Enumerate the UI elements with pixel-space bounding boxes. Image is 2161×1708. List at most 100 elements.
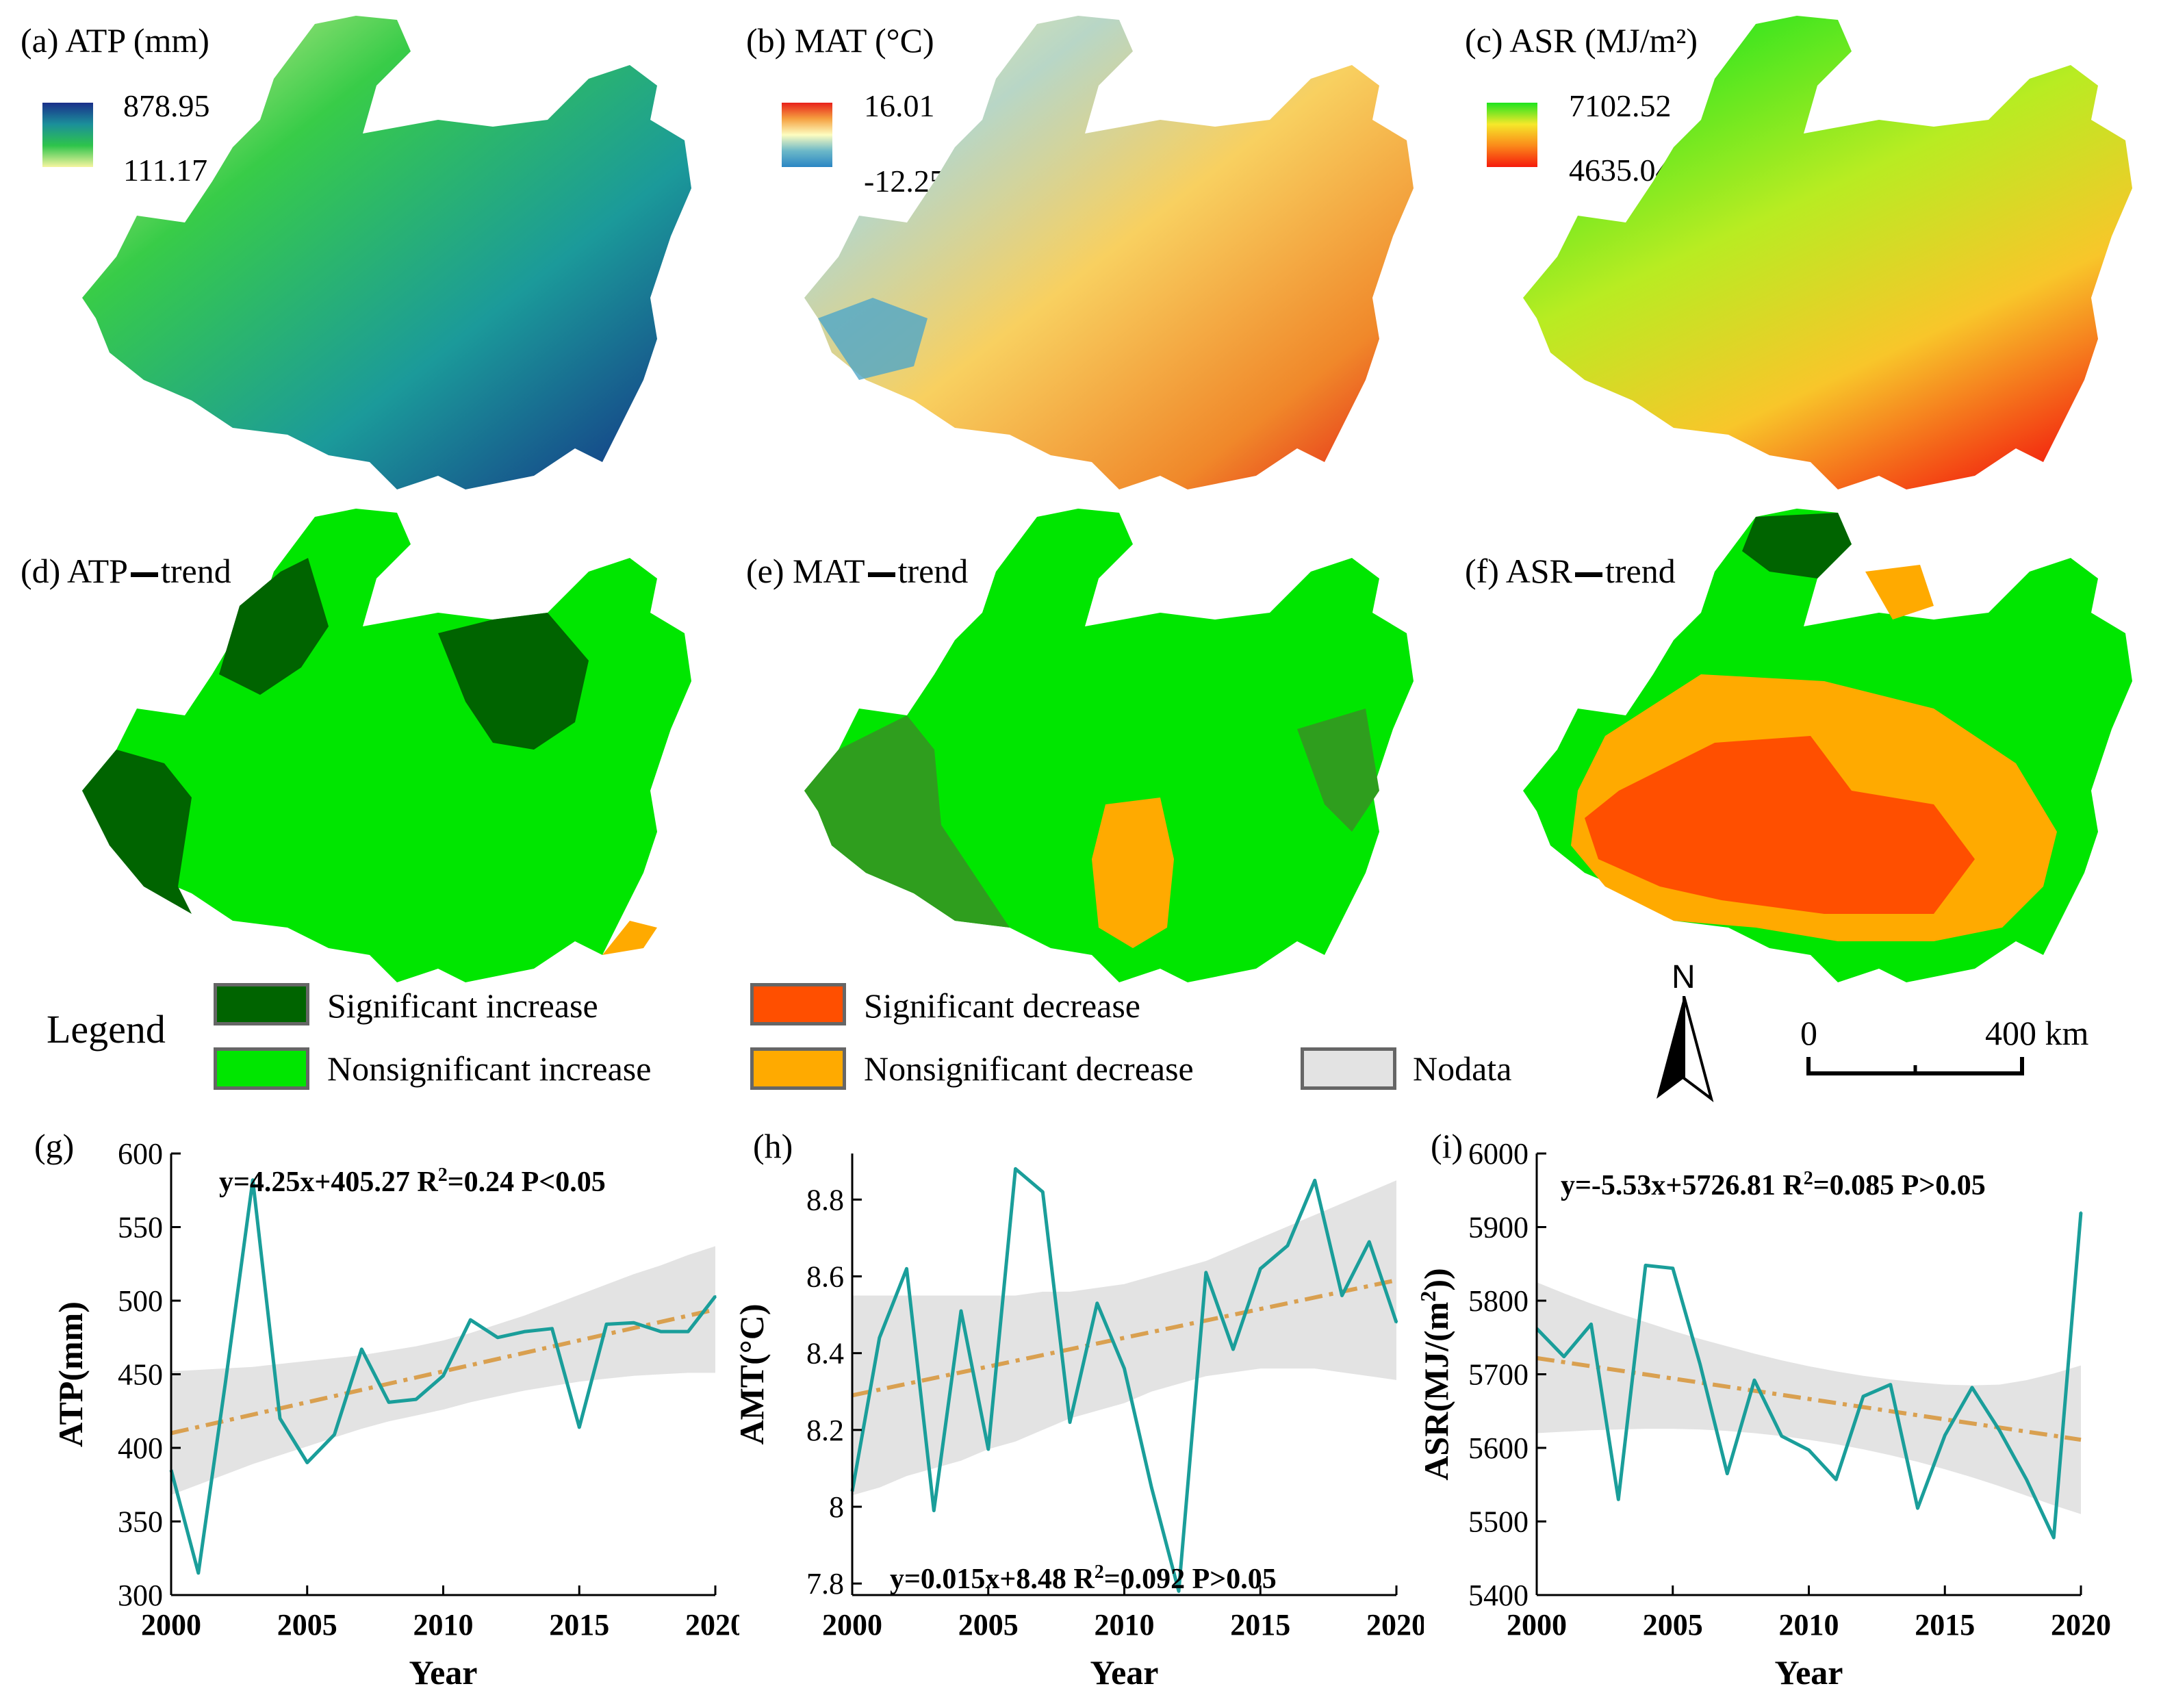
data-point xyxy=(1096,1302,1099,1305)
data-point xyxy=(306,1462,309,1464)
y-tick-label: 300 xyxy=(118,1579,163,1612)
y-tick-label: 550 xyxy=(118,1211,163,1245)
regression-equation: y=-5.53x+5726.81 R2=0.085 P>0.05 xyxy=(1561,1168,1986,1202)
y-tick-label: 7.8 xyxy=(806,1567,844,1601)
x-tick-label: 2010 xyxy=(413,1608,474,1642)
data-point xyxy=(2080,1211,2082,1214)
regression-equation: y=0.015x+8.48 R2=0.092 P>0.05 xyxy=(890,1562,1277,1596)
x-tick-label: 2005 xyxy=(277,1608,337,1642)
x-tick-label: 2000 xyxy=(822,1608,882,1642)
y-tick-label: 6000 xyxy=(1468,1137,1529,1171)
data-point xyxy=(360,1348,363,1351)
data-point xyxy=(1644,1264,1647,1266)
data-point xyxy=(1753,1379,1756,1381)
regression-r2-superscript: 2 xyxy=(1095,1562,1104,1583)
legend-swatch-significant-increase xyxy=(214,983,309,1025)
y-tick-label: 450 xyxy=(118,1358,163,1392)
map-a-title: (a) ATP (mm) xyxy=(21,21,209,60)
scalebar: 0 400 km xyxy=(1793,1013,2122,1075)
data-point xyxy=(1808,1449,1810,1451)
data-point xyxy=(496,1336,499,1339)
north-arrow: N xyxy=(1657,958,1725,1103)
data-point xyxy=(1232,1348,1234,1351)
y-tick-label: 5400 xyxy=(1468,1579,1529,1612)
map-d-name: (d) ATP xyxy=(21,552,128,590)
data-point xyxy=(2025,1478,2028,1481)
x-axis-label: Year xyxy=(1775,1653,1843,1692)
legend-title: Legend xyxy=(47,1007,166,1051)
colorbar-a-max: 878.95 xyxy=(123,88,210,123)
data-point xyxy=(197,1572,200,1575)
legend-label-significant-increase: Significant increase xyxy=(327,986,598,1025)
map-e-name: (e) MAT xyxy=(746,552,865,590)
trend-fit-line xyxy=(1536,1355,2082,1442)
data-point xyxy=(714,1295,717,1298)
map-d-title: (d) ATP trend xyxy=(21,551,231,591)
data-point xyxy=(1205,1271,1207,1274)
y-tick-label: 8.2 xyxy=(806,1414,844,1447)
map-f-name: (f) ASR xyxy=(1465,552,1572,590)
regression-stats: =0.085 P>0.05 xyxy=(1813,1170,1986,1201)
map-e-mat-trend xyxy=(804,509,1414,982)
legend-swatch-nodata xyxy=(1301,1047,1396,1090)
regression-stats: =0.24 P<0.05 xyxy=(448,1167,606,1198)
legend-swatch-nonsignificant-decrease xyxy=(750,1047,846,1090)
x-tick-label: 2020 xyxy=(685,1608,739,1642)
chart-h-label: (h) xyxy=(753,1127,793,1165)
trend-dash xyxy=(867,572,895,578)
data-point xyxy=(906,1267,908,1270)
data-point xyxy=(1041,1190,1044,1193)
regression-stats: =0.092 P>0.05 xyxy=(1104,1564,1277,1595)
data-point xyxy=(1368,1240,1370,1243)
y-axis-label-superscript: 2 xyxy=(1416,1291,1440,1302)
x-tick-label: 2010 xyxy=(1779,1608,1839,1642)
data-point xyxy=(1998,1429,2001,1431)
data-point xyxy=(1617,1498,1620,1501)
x-tick-label: 2000 xyxy=(1507,1608,1567,1642)
y-axis-label-text: ASR(MJ/(m xyxy=(1417,1302,1455,1481)
y-tick-label: 8.4 xyxy=(806,1337,844,1371)
data-point xyxy=(1917,1507,1919,1509)
map-f-asr-trend xyxy=(1523,509,2132,982)
x-tick-label: 2020 xyxy=(2051,1608,2111,1642)
legend-label-nodata: Nodata xyxy=(1413,1049,1512,1088)
map-d-atp-trend xyxy=(82,509,691,982)
y-tick-label: 5600 xyxy=(1468,1431,1529,1465)
y-axis-label: ASR(MJ/(m2)) xyxy=(1416,1268,1455,1480)
map-a-atp xyxy=(82,16,691,489)
colorbar-a xyxy=(42,103,93,167)
confidence-band xyxy=(171,1246,715,1495)
data-point xyxy=(1943,1434,1946,1437)
confidence-band xyxy=(852,1180,1396,1496)
x-axis-label: Year xyxy=(1090,1653,1159,1692)
trend-dash xyxy=(1574,572,1602,578)
data-point xyxy=(605,1323,608,1325)
scalebar-end: 400 km xyxy=(1985,1014,2089,1052)
colorbar-c xyxy=(1487,103,1537,167)
regression-equation: y=4.25x+405.27 R2=0.24 P<0.05 xyxy=(219,1164,606,1199)
y-axis-label: ATP(mm) xyxy=(51,1301,90,1447)
x-tick-label: 2015 xyxy=(549,1608,609,1642)
y-tick-label: 500 xyxy=(118,1284,163,1318)
trend-dash xyxy=(130,572,158,578)
data-point xyxy=(632,1321,635,1324)
data-point xyxy=(878,1336,881,1339)
map-f-trend-suffix: trend xyxy=(1604,552,1676,590)
y-tick-label: 5500 xyxy=(1468,1505,1529,1539)
chart-g-label: (g) xyxy=(34,1127,75,1165)
data-point xyxy=(1014,1167,1016,1170)
trend-fit-line xyxy=(852,1278,1397,1398)
data-point xyxy=(524,1330,526,1333)
scalebar-line xyxy=(1806,1057,2024,1075)
y-tick-label: 5900 xyxy=(1468,1211,1529,1245)
data-point xyxy=(1672,1267,1674,1270)
data-point xyxy=(687,1330,689,1333)
scalebar-start: 0 xyxy=(1800,1014,1817,1052)
data-point xyxy=(932,1509,935,1512)
map-e-trend-suffix: trend xyxy=(897,552,969,590)
map-d-trend-suffix: trend xyxy=(160,552,231,590)
chart-i-label: (i) xyxy=(1431,1127,1463,1165)
data-point xyxy=(469,1318,472,1321)
regression-equation-text: y=0.015x+8.48 R xyxy=(890,1564,1095,1595)
y-axis-label-tail: )) xyxy=(1417,1268,1455,1290)
